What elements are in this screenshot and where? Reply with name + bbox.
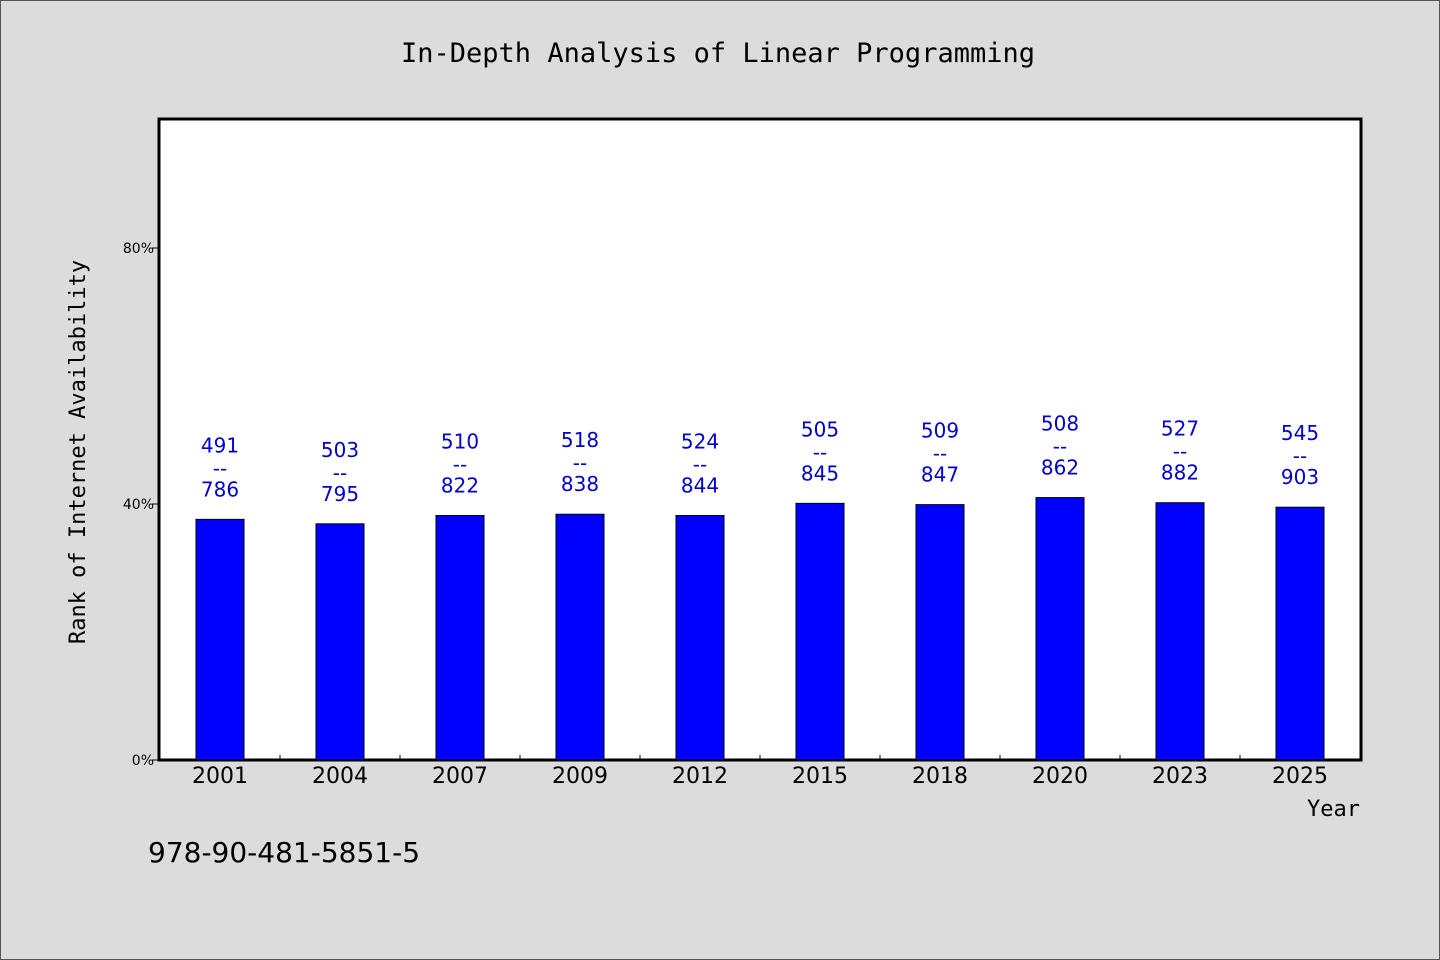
bar-2023: [1155, 502, 1205, 761]
bar-label-bottom-2001: 786: [201, 477, 239, 501]
bar-label-sep-2009: --: [573, 451, 587, 475]
x-tick-label-2023: 2023: [1152, 764, 1208, 789]
bar-label-top-2015: 505: [801, 417, 839, 441]
bar-label-bottom-2023: 882: [1161, 461, 1199, 485]
bar-label-top-2012: 524: [681, 430, 719, 454]
y-tick-label-80: 80%: [123, 241, 154, 257]
bar-label-sep-2020: --: [1053, 435, 1067, 459]
bar-2015: [795, 502, 845, 761]
bar-label-bottom-2009: 838: [561, 472, 599, 496]
bar-label-bottom-2012: 844: [681, 474, 719, 498]
bar-label-bottom-2018: 847: [921, 463, 959, 487]
bar-label-top-2007: 510: [441, 430, 479, 454]
bar-2007: [435, 515, 485, 761]
bar-2020: [1035, 497, 1085, 761]
x-tick-label-2025: 2025: [1272, 764, 1328, 789]
bar-2018: [915, 504, 965, 761]
bar-label-top-2004: 503: [321, 438, 359, 462]
x-tick-label-2020: 2020: [1032, 764, 1088, 789]
x-tick-label-2001: 2001: [192, 764, 248, 789]
isbn-footnote: 978-90-481-5851-5: [148, 836, 420, 869]
chart-title: In-Depth Analysis of Linear Programming: [401, 38, 1035, 69]
x-tick-label-2015: 2015: [792, 764, 848, 789]
x-axis: 2001 2004 2007 2009 2012 2015 2018 2020 2023 2025: [192, 755, 1328, 789]
bar-label-top-2018: 509: [921, 419, 959, 443]
bar-label-top-2009: 518: [561, 428, 599, 452]
x-tick-label-2009: 2009: [552, 764, 608, 789]
bar-label-sep-2018: --: [933, 442, 947, 466]
x-tick-label-2012: 2012: [672, 764, 728, 789]
bar-label-sep-2012: --: [693, 453, 707, 477]
bar-label-bottom-2007: 822: [441, 474, 479, 498]
x-tick-label-2018: 2018: [912, 764, 968, 789]
y-tick-label-0: 0%: [132, 753, 154, 769]
bar-2001: [195, 518, 245, 761]
bars-layer: [195, 497, 1325, 761]
bar-2004: [315, 523, 365, 761]
y-axis: 0% 40% 80%: [123, 241, 160, 769]
bar-label-sep-2025: --: [1293, 444, 1307, 468]
bar-label-bottom-2020: 862: [1041, 456, 1079, 480]
bar-label-top-2001: 491: [201, 433, 239, 457]
y-tick-label-40: 40%: [123, 497, 154, 513]
x-tick-label-2004: 2004: [312, 764, 368, 789]
bar-label-sep-2007: --: [453, 453, 467, 477]
bar-label-top-2023: 527: [1161, 417, 1199, 441]
bar-label-sep-2001: --: [213, 456, 227, 480]
bar-2009: [555, 513, 605, 761]
bar-label-top-2025: 545: [1281, 421, 1319, 445]
bar-label-bottom-2025: 903: [1281, 465, 1319, 489]
x-tick-label-2007: 2007: [432, 764, 488, 789]
bar-label-top-2020: 508: [1041, 412, 1079, 436]
bar-label-sep-2023: --: [1173, 440, 1187, 464]
bar-label-bottom-2015: 845: [801, 461, 839, 485]
bar-label-bottom-2004: 795: [321, 482, 359, 506]
bar-label-sep-2004: --: [333, 461, 347, 485]
y-axis-label: Rank of Internet Availability: [66, 260, 91, 644]
x-axis-label: Year: [1307, 797, 1360, 822]
data-labels-layer: 491--786503--795510--822518--838524--844…: [201, 412, 1319, 506]
bar-2012: [675, 515, 725, 761]
bar-2025: [1275, 506, 1325, 761]
bar-label-sep-2015: --: [813, 440, 827, 464]
